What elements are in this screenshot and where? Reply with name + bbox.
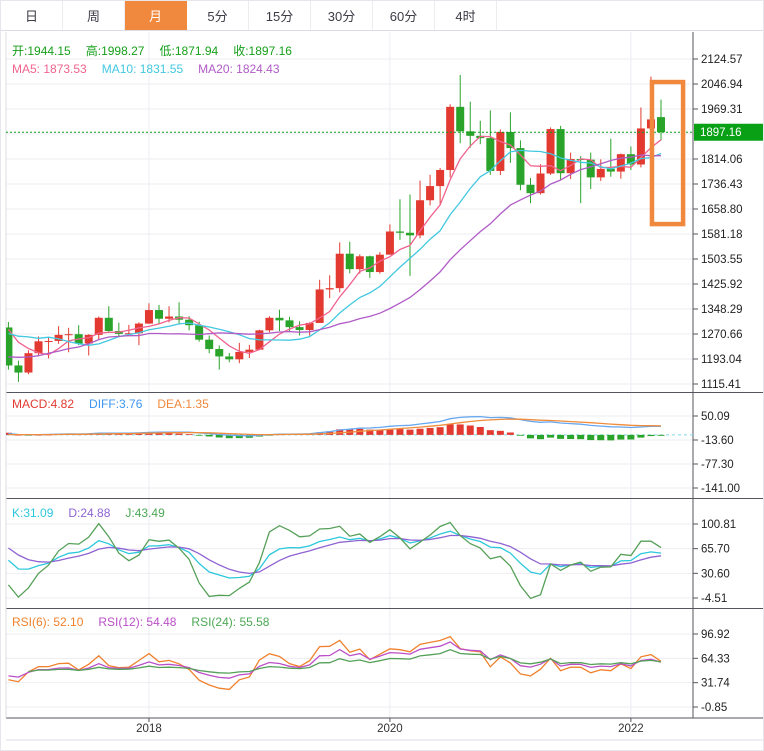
x-axis-year-label: 2022 (618, 723, 644, 735)
current-price-badge-text: 1897.16 (700, 127, 742, 139)
axis-tick-label: 100.81 (701, 519, 736, 531)
axis-tick-label: -13.60 (701, 435, 734, 447)
tab-4hour[interactable]: 4时 (435, 1, 497, 30)
tab-day[interactable]: 日 (1, 1, 63, 30)
tabbar-filler (497, 1, 763, 30)
tab-month[interactable]: 月 (125, 1, 187, 30)
rsi24-line (28, 649, 662, 674)
tab-week[interactable]: 周 (63, 1, 125, 30)
axis-tick-label: 1425.92 (701, 279, 743, 291)
axis-tick-label: 65.70 (701, 544, 730, 556)
axis-tick-label: 2046.94 (701, 79, 743, 91)
axis-tick-label: 1969.31 (701, 104, 743, 116)
axis-tick-label: 1348.29 (701, 304, 743, 316)
macd-histogram (6, 424, 665, 441)
axis-tick-label: 1581.18 (701, 229, 743, 241)
axis-tick-label: -4.51 (701, 593, 727, 605)
ma20-line (8, 154, 661, 358)
ma10-line (8, 149, 662, 346)
current-price-badge (694, 123, 763, 141)
dea-line (8, 418, 662, 436)
axis-tick-label: 1814.06 (701, 154, 743, 166)
d-line (8, 534, 662, 575)
x-axis-year-label: 2020 (377, 723, 403, 735)
axis-tick-label: 2124.57 (701, 54, 743, 66)
axis-tick-label: 30.60 (701, 568, 730, 580)
axis-tick-label: 31.74 (701, 678, 730, 690)
axis-tick-label: 64.33 (701, 653, 730, 665)
axis-tick-label: 1270.66 (701, 329, 743, 341)
ma5-line (7, 135, 662, 356)
tab-30min[interactable]: 30分 (311, 1, 373, 30)
axis-tick-label: 1193.04 (701, 354, 742, 366)
axis-tick-label: 50.09 (701, 411, 730, 423)
j-line (7, 521, 662, 600)
tab-15min[interactable]: 15分 (249, 1, 311, 30)
k-line (7, 530, 662, 579)
axis-tick-label: 1503.55 (701, 254, 743, 266)
axis-tick-label: 1736.43 (701, 179, 743, 191)
axis-tick-label: 1658.80 (701, 204, 743, 216)
axis-tick-label: -141.00 (701, 483, 740, 495)
x-axis-year-label: 2018 (136, 723, 162, 735)
axis-tick-label: 96.92 (701, 629, 730, 641)
tab-60min[interactable]: 60分 (373, 1, 435, 30)
axis-tick-label: -0.85 (701, 702, 727, 714)
candlesticks (6, 74, 665, 382)
axis-tick-label: -77.30 (701, 459, 734, 471)
timeframe-tabbar: 日周月 5分 15分 30分 60分 4时 (1, 1, 763, 31)
highlight-annotation-box[interactable] (649, 79, 686, 227)
tab-5min[interactable]: 5分 (187, 1, 249, 30)
axis-tick-label: 1115.41 (701, 379, 741, 391)
